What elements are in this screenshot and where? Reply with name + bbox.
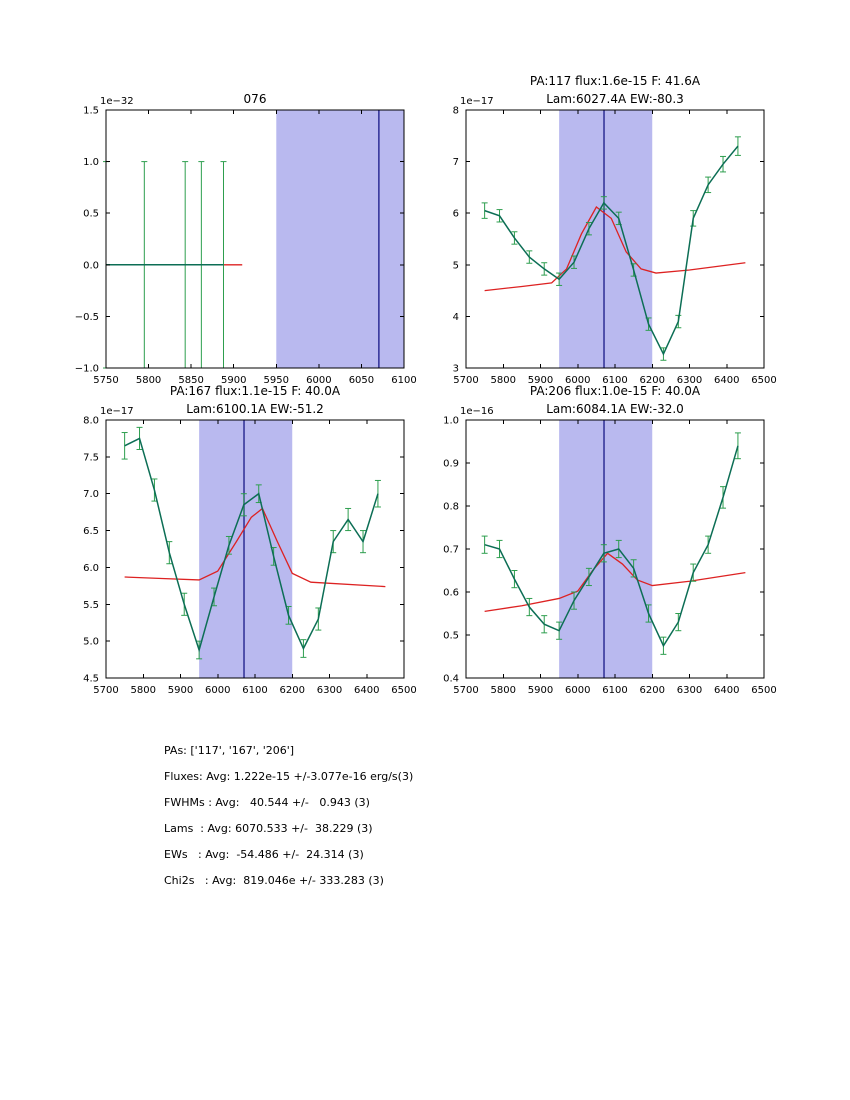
- summary-line-ews: EWs : Avg: -54.486 +/- 24.314 (3): [164, 848, 364, 861]
- model-fit-line: [484, 206, 746, 292]
- panel-076: 5750 5800 5850 5900 5950 6000 6050 6100 −1.0 −0.5…: [75, 92, 417, 386]
- y-tick-label: −1.0: [75, 364, 99, 375]
- y-tick-label: 0.7: [443, 545, 459, 556]
- x-tick-label: 6200: [640, 375, 665, 386]
- x-tick-label: 5750: [93, 375, 118, 386]
- axis-scale-label: 1e−17: [460, 96, 494, 107]
- y-tick-label: 5.5: [83, 600, 99, 611]
- y-tick-label: 0.5: [443, 631, 459, 642]
- y-tick-label: 4.5: [83, 674, 99, 685]
- spectrum-line: [484, 145, 739, 356]
- y-tick-label: 0.9: [443, 459, 459, 470]
- y-tick-label: 1.0: [443, 416, 459, 427]
- panel-title: 076: [244, 92, 267, 106]
- summary-line-fwhms: FWHMs : Avg: 40.544 +/- 0.943 (3): [164, 796, 370, 809]
- model-fit-line: [484, 552, 746, 612]
- y-tick-label: 7.5: [83, 452, 99, 463]
- x-tick-label: 6100: [391, 375, 416, 386]
- y-tick-label: −0.5: [75, 312, 99, 323]
- spectrum-line: [124, 437, 379, 653]
- x-tick-label: 6200: [640, 685, 665, 696]
- x-tick-label: 6000: [306, 375, 331, 386]
- panel-pa117: 5700 5800 5900 6000 6100 6200 6300 6400 6500 3 4 5 6…: [453, 74, 777, 386]
- x-tick-label: 5900: [528, 375, 553, 386]
- panel-title: PA:117 flux:1.6e-15 F: 41.6A: [530, 74, 701, 88]
- axes-box: [105, 109, 405, 369]
- model-fit-line: [124, 507, 386, 588]
- fit-window-span: [276, 110, 404, 368]
- panel-title: Lam:6100.1A EW:-51.2: [186, 402, 324, 416]
- y-tick-label: 1.5: [83, 106, 99, 117]
- y-tick-label: 6: [453, 209, 459, 220]
- axis-scale-label: 1e−32: [100, 96, 134, 107]
- y-tick-label: 8.0: [83, 416, 99, 427]
- x-tick-label: 6050: [349, 375, 374, 386]
- x-tick-label: 6500: [751, 685, 776, 696]
- x-tick-label: 6000: [565, 375, 590, 386]
- x-tick-label: 6100: [242, 685, 267, 696]
- y-tick-label: 6.0: [83, 563, 99, 574]
- x-tick-label: 5700: [93, 685, 118, 696]
- spectrum-line: [484, 445, 739, 648]
- y-tick-label: 4: [453, 312, 459, 323]
- x-tick-label: 5800: [491, 375, 516, 386]
- fit-window-span: [199, 420, 293, 678]
- x-tick-label: 6500: [391, 685, 416, 696]
- summary-block: PAs: ['117', '167', '206'] Fluxes: Avg: …: [164, 738, 413, 894]
- panel-pa206: 5700 5800 5900 6000 6100 6200 6300 6400 6500 0.4 0…: [443, 384, 777, 696]
- x-tick-label: 6300: [317, 685, 342, 696]
- y-tick-label: 6.5: [83, 526, 99, 537]
- x-tick-label: 6300: [677, 375, 702, 386]
- panel-title: Lam:6027.4A EW:-80.3: [546, 92, 684, 106]
- summary-line-lams: Lams : Avg: 6070.533 +/- 38.229 (3): [164, 822, 373, 835]
- x-tick-label: 5800: [136, 375, 161, 386]
- summary-line-chi2s: Chi2s : Avg: 819.046e +/- 333.283 (3): [164, 874, 384, 887]
- y-tick-label: 3: [453, 364, 459, 375]
- summary-line-fluxes: Fluxes: Avg: 1.222e-15 +/-3.077e-16 erg/…: [164, 770, 414, 783]
- y-tick-label: 1.0: [83, 157, 99, 168]
- x-tick-label: 5900: [221, 375, 246, 386]
- x-tick-label: 5800: [131, 685, 156, 696]
- y-tick-label: 0.0: [83, 260, 99, 271]
- x-tick-label: 6500: [751, 375, 776, 386]
- x-tick-label: 6400: [714, 685, 739, 696]
- summary-line-pas: PAs: ['117', '167', '206']: [164, 744, 295, 757]
- x-tick-label: 6000: [205, 685, 230, 696]
- panel-title: PA:206 flux:1.0e-15 F: 40.0A: [530, 384, 701, 398]
- panel-title: Lam:6084.1A EW:-32.0: [546, 402, 684, 416]
- panel-pa167: 5700 5800 5900 6000 6100 6200 6300 6400 6500 4.5 5…: [83, 384, 417, 696]
- x-tick-label: 5950: [264, 375, 289, 386]
- fit-window-span: [559, 420, 653, 678]
- x-tick-label: 6100: [602, 375, 627, 386]
- x-tick-label: 6400: [354, 685, 379, 696]
- axis-scale-label: 1e−16: [460, 406, 494, 417]
- y-tick-label: 8: [453, 106, 459, 117]
- x-tick-label: 6200: [280, 685, 305, 696]
- x-tick-label: 6000: [565, 685, 590, 696]
- x-tick-label: 5800: [491, 685, 516, 696]
- y-tick-label: 7: [453, 157, 459, 168]
- fit-window-span: [559, 110, 653, 368]
- y-tick-label: 0.5: [83, 209, 99, 220]
- y-tick-label: 0.8: [443, 502, 459, 513]
- y-tick-label: 0.4: [443, 674, 459, 685]
- x-tick-label: 5900: [528, 685, 553, 696]
- x-tick-label: 6100: [602, 685, 627, 696]
- x-tick-label: 5700: [453, 375, 478, 386]
- y-tick-label: 7.0: [83, 489, 99, 500]
- panel-title: PA:167 flux:1.1e-15 F: 40.0A: [170, 384, 341, 398]
- y-tick-label: 0.6: [443, 588, 459, 599]
- x-tick-label: 6300: [677, 685, 702, 696]
- y-tick-label: 5: [453, 260, 459, 271]
- x-tick-label: 5850: [178, 375, 203, 386]
- y-tick-label: 5.0: [83, 637, 99, 648]
- x-tick-label: 6400: [714, 375, 739, 386]
- axis-scale-label: 1e−17: [100, 406, 134, 417]
- x-tick-label: 5700: [453, 685, 478, 696]
- x-tick-label: 5900: [168, 685, 193, 696]
